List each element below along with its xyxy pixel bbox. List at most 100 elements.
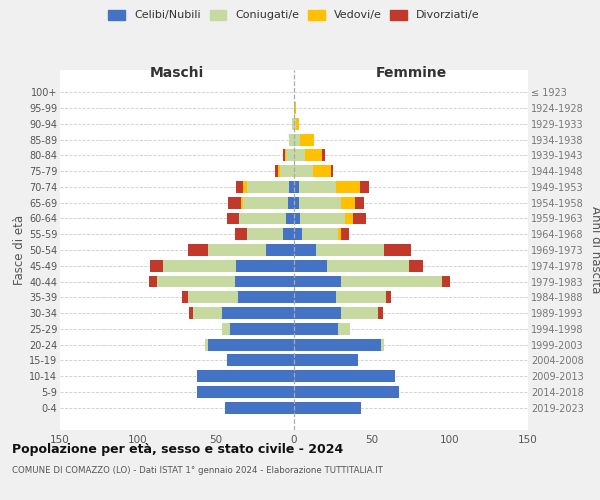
Bar <box>382 338 385 350</box>
Bar <box>294 212 300 224</box>
Bar <box>197 386 294 398</box>
Bar <box>230 323 294 335</box>
Bar <box>346 212 353 224</box>
Bar <box>336 292 386 303</box>
Bar <box>197 370 294 382</box>
Bar <box>266 244 294 256</box>
Bar <box>238 292 294 303</box>
Bar <box>327 260 409 272</box>
Bar <box>208 338 294 350</box>
Bar <box>235 276 294 287</box>
Bar <box>182 292 188 303</box>
Bar <box>353 212 366 224</box>
Bar <box>222 323 230 335</box>
Bar <box>331 165 333 177</box>
Bar <box>286 150 294 162</box>
Bar <box>300 134 314 145</box>
Bar <box>294 181 299 193</box>
Text: Popolazione per età, sesso e stato civile - 2024: Popolazione per età, sesso e stato civil… <box>12 442 343 456</box>
Bar <box>190 307 193 319</box>
Bar <box>442 276 450 287</box>
Text: COMUNE DI COMAZZO (LO) - Dati ISTAT 1° gennaio 2024 - Elaborazione TUTTITALIA.IT: COMUNE DI COMAZZO (LO) - Dati ISTAT 1° g… <box>12 466 383 475</box>
Bar <box>283 150 284 162</box>
Bar <box>286 212 294 224</box>
Bar <box>275 165 278 177</box>
Bar <box>289 134 294 145</box>
Bar <box>227 212 239 224</box>
Bar <box>316 244 385 256</box>
Bar <box>242 197 288 208</box>
Bar <box>299 181 336 193</box>
Bar <box>205 338 208 350</box>
Bar <box>294 197 299 208</box>
Bar <box>157 276 235 287</box>
Bar <box>294 134 300 145</box>
Bar <box>322 150 325 162</box>
Bar <box>294 244 316 256</box>
Bar <box>294 276 341 287</box>
Bar <box>193 307 222 319</box>
Bar <box>300 212 346 224</box>
Bar <box>294 292 336 303</box>
Bar <box>247 181 289 193</box>
Text: Femmine: Femmine <box>376 66 446 80</box>
Bar <box>280 165 294 177</box>
Bar <box>283 228 294 240</box>
Bar <box>296 118 299 130</box>
Bar <box>294 354 358 366</box>
Bar <box>188 244 208 256</box>
Bar <box>294 228 302 240</box>
Bar <box>386 292 391 303</box>
Bar <box>294 402 361 413</box>
Bar <box>289 181 294 193</box>
Bar <box>299 197 341 208</box>
Bar <box>236 260 294 272</box>
Bar <box>229 197 241 208</box>
Bar <box>288 197 294 208</box>
Bar <box>241 197 242 208</box>
Bar <box>227 354 294 366</box>
Bar <box>341 276 442 287</box>
Legend: Celibi/Nubili, Coniugati/e, Vedovi/e, Divorziati/e: Celibi/Nubili, Coniugati/e, Vedovi/e, Di… <box>104 5 484 25</box>
Bar <box>278 165 280 177</box>
Bar <box>294 165 313 177</box>
Bar <box>313 165 331 177</box>
Bar <box>336 181 359 193</box>
Bar <box>294 323 338 335</box>
Bar <box>294 118 296 130</box>
Bar <box>284 150 286 162</box>
Bar <box>151 260 163 272</box>
Bar <box>239 212 286 224</box>
Bar <box>359 181 369 193</box>
Text: Maschi: Maschi <box>150 66 204 80</box>
Bar <box>292 118 294 130</box>
Bar <box>355 197 364 208</box>
Bar <box>338 228 341 240</box>
Bar <box>294 307 341 319</box>
Bar <box>294 370 395 382</box>
Bar <box>163 260 236 272</box>
Bar <box>226 402 294 413</box>
Bar <box>235 228 247 240</box>
Bar <box>341 307 378 319</box>
Bar <box>149 276 157 287</box>
Bar <box>247 228 283 240</box>
Bar <box>294 102 296 114</box>
Bar <box>385 244 411 256</box>
Bar <box>305 150 322 162</box>
Bar <box>409 260 424 272</box>
Bar <box>188 292 238 303</box>
Bar <box>236 181 242 193</box>
Bar <box>294 150 305 162</box>
Bar <box>222 307 294 319</box>
Bar <box>378 307 383 319</box>
Bar <box>341 197 355 208</box>
Bar <box>294 260 327 272</box>
Bar <box>294 386 398 398</box>
Bar <box>208 244 266 256</box>
Bar <box>341 228 349 240</box>
Y-axis label: Fasce di età: Fasce di età <box>13 215 26 285</box>
Y-axis label: Anni di nascita: Anni di nascita <box>589 206 600 294</box>
Bar <box>242 181 247 193</box>
Bar <box>294 338 382 350</box>
